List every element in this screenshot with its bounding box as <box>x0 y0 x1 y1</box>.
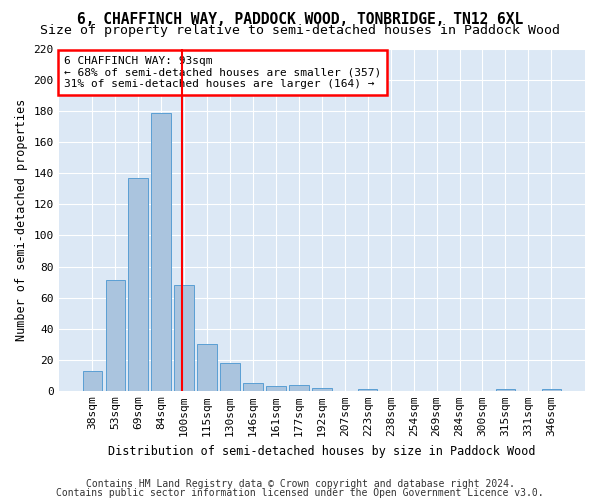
Bar <box>83 370 102 391</box>
Text: Size of property relative to semi-detached houses in Paddock Wood: Size of property relative to semi-detach… <box>40 24 560 37</box>
Bar <box>243 383 263 391</box>
Text: Contains public sector information licensed under the Open Government Licence v3: Contains public sector information licen… <box>56 488 544 498</box>
Bar <box>220 363 240 391</box>
Text: 6, CHAFFINCH WAY, PADDOCK WOOD, TONBRIDGE, TN12 6XL: 6, CHAFFINCH WAY, PADDOCK WOOD, TONBRIDG… <box>77 12 523 28</box>
Bar <box>496 390 515 391</box>
Y-axis label: Number of semi-detached properties: Number of semi-detached properties <box>15 99 28 341</box>
Bar <box>106 280 125 391</box>
X-axis label: Distribution of semi-detached houses by size in Paddock Wood: Distribution of semi-detached houses by … <box>108 444 536 458</box>
Text: Contains HM Land Registry data © Crown copyright and database right 2024.: Contains HM Land Registry data © Crown c… <box>86 479 514 489</box>
Bar <box>266 386 286 391</box>
Bar <box>151 112 171 391</box>
Bar <box>175 285 194 391</box>
Bar <box>289 384 308 391</box>
Text: 6 CHAFFINCH WAY: 93sqm
← 68% of semi-detached houses are smaller (357)
31% of se: 6 CHAFFINCH WAY: 93sqm ← 68% of semi-det… <box>64 56 381 89</box>
Bar <box>312 388 332 391</box>
Bar <box>358 390 377 391</box>
Bar <box>128 178 148 391</box>
Bar <box>542 390 561 391</box>
Bar <box>197 344 217 391</box>
